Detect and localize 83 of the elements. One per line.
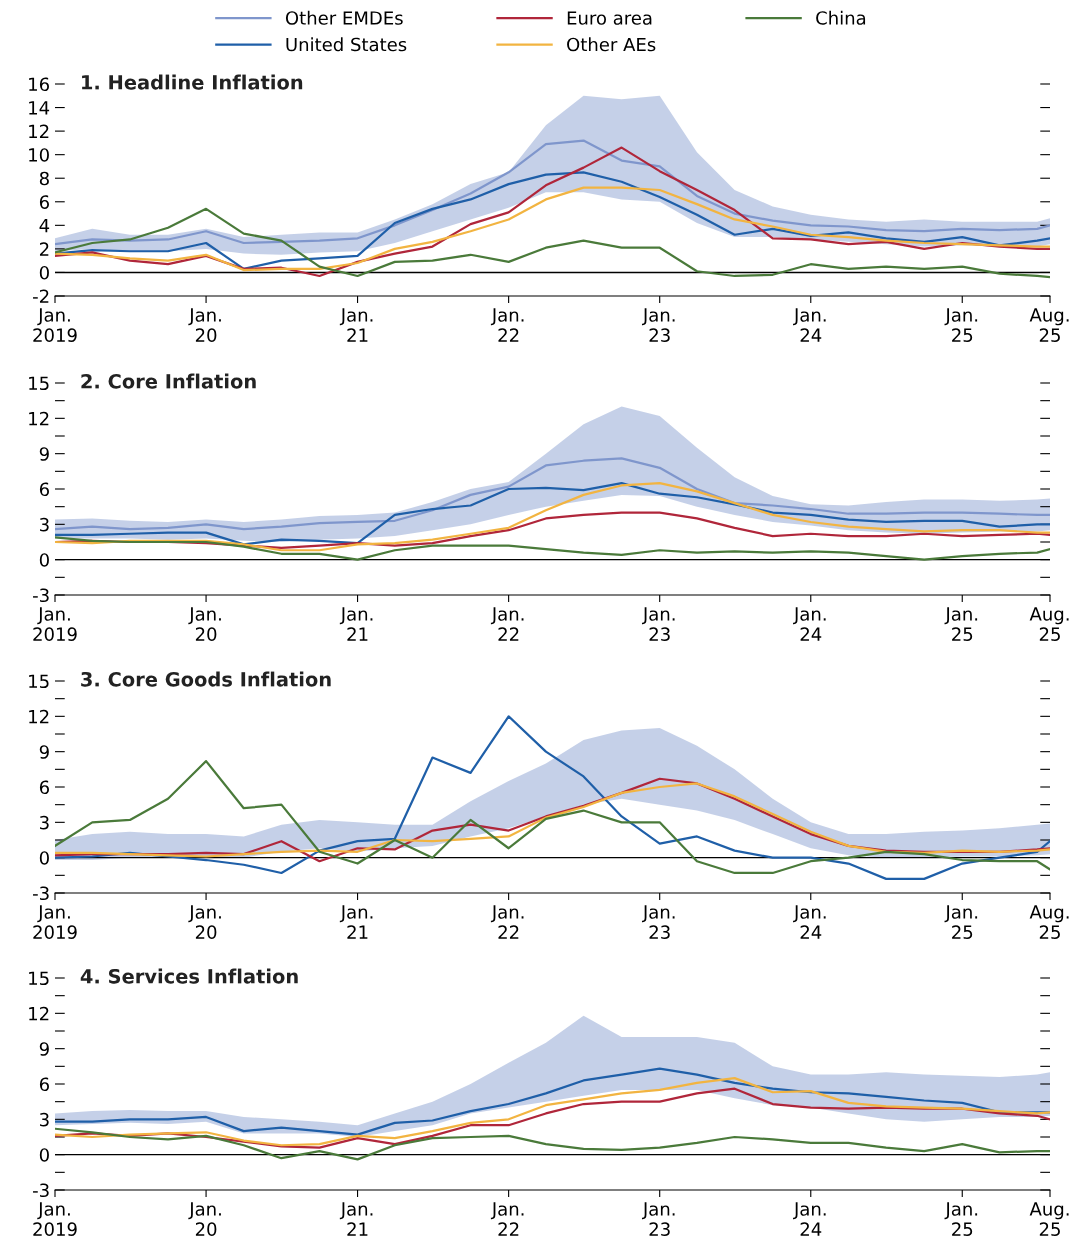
x-tick-label: Jan. 22 bbox=[490, 308, 524, 342]
y-tick-label: 0 bbox=[39, 851, 49, 865]
x-tick-label: Jan. 21 bbox=[339, 905, 373, 939]
x-tick-label: Jan. 24 bbox=[793, 905, 826, 939]
x-tick-label: Jan. 2019 bbox=[33, 607, 77, 641]
y-tick-label: 12 bbox=[29, 411, 49, 426]
line-series bbox=[55, 207, 1050, 279]
y-tick-label: 10 bbox=[29, 148, 49, 162]
chart-title: 3. Core Goods Inflation bbox=[81, 671, 331, 687]
y-tick-label: 9 bbox=[39, 447, 49, 461]
x-tick-label: Jan. 23 bbox=[641, 308, 675, 342]
x-tick-label: Jan. 20 bbox=[188, 308, 221, 342]
y-tick-label: 14 bbox=[29, 101, 50, 115]
x-tick-label: Jan. 20 bbox=[188, 607, 221, 641]
x-tick-label: Jan. 25 bbox=[944, 607, 978, 641]
x-tick-label: Jan. 24 bbox=[793, 607, 826, 641]
y-tick-label: 3 bbox=[40, 1112, 49, 1127]
x-tick-label: Aug. 25 bbox=[1029, 308, 1069, 342]
y-tick-label: -2 bbox=[33, 289, 49, 303]
line-series bbox=[55, 139, 1050, 246]
y-tick-label: 12 bbox=[29, 1006, 49, 1021]
y-tick-label: 0 bbox=[39, 265, 49, 280]
x-tick-label: Aug. 25 bbox=[1029, 905, 1069, 939]
x-tick-label: Jan. 21 bbox=[339, 1202, 373, 1236]
chart-title: 1. Headline Inflation bbox=[82, 74, 303, 90]
x-tick-label: Jan. 2019 bbox=[33, 905, 77, 939]
legend-label: Other EMDEs bbox=[285, 10, 403, 25]
y-tick-label: 0 bbox=[39, 1148, 49, 1162]
y-tick-label: 16 bbox=[29, 77, 49, 92]
x-tick-label: Jan. 21 bbox=[339, 607, 373, 641]
x-tick-label: Aug. 25 bbox=[1029, 607, 1069, 641]
y-tick-label: 9 bbox=[39, 745, 49, 759]
x-tick-label: Jan. 23 bbox=[641, 607, 675, 641]
chart-title: 2. Core Inflation bbox=[81, 373, 256, 389]
line-series bbox=[55, 1087, 1050, 1149]
legend-label: Other AEs bbox=[567, 37, 656, 52]
line-series bbox=[55, 1127, 1050, 1161]
line-series bbox=[55, 186, 1050, 272]
y-tick-label: 3 bbox=[40, 517, 49, 532]
x-tick-label: Jan. 21 bbox=[339, 308, 373, 342]
legend-label: China bbox=[816, 10, 866, 25]
line-series bbox=[55, 457, 1050, 531]
y-tick-label: -3 bbox=[33, 588, 49, 603]
y-tick-label: 6 bbox=[39, 195, 49, 209]
y-tick-label: 9 bbox=[39, 1042, 49, 1056]
line-series bbox=[55, 715, 1050, 880]
y-tick-label: 3 bbox=[40, 815, 49, 830]
y-tick-label: 15 bbox=[29, 674, 49, 689]
y-tick-label: 12 bbox=[29, 709, 49, 724]
x-tick-label: Jan. 22 bbox=[490, 905, 524, 939]
x-tick-label: Jan. 24 bbox=[793, 308, 826, 342]
y-tick-label: 6 bbox=[39, 482, 49, 497]
x-tick-label: Aug. 25 bbox=[1029, 1202, 1069, 1236]
y-tick-label: 8 bbox=[39, 171, 49, 186]
x-tick-label: Jan. 25 bbox=[944, 1202, 978, 1236]
x-tick-label: Jan. 25 bbox=[944, 905, 978, 939]
y-tick-label: -3 bbox=[33, 1183, 49, 1198]
legend-label: Euro area bbox=[567, 11, 652, 25]
line-series bbox=[55, 759, 1050, 875]
y-tick-label: 12 bbox=[29, 124, 49, 138]
y-tick-label: 15 bbox=[29, 376, 49, 391]
x-tick-label: Jan. 23 bbox=[641, 905, 675, 939]
line-series bbox=[55, 146, 1050, 278]
x-tick-label: Jan. 22 bbox=[490, 607, 524, 641]
x-tick-label: Jan. 20 bbox=[188, 905, 221, 939]
y-tick-label: 15 bbox=[29, 971, 49, 986]
x-tick-label: Jan. 22 bbox=[490, 1202, 524, 1236]
x-tick-label: Jan. 25 bbox=[944, 308, 978, 342]
y-tick-label: 4 bbox=[39, 219, 50, 233]
line-series bbox=[55, 536, 1050, 561]
y-tick-label: 0 bbox=[39, 553, 49, 567]
x-tick-label: Jan. 2019 bbox=[33, 1202, 77, 1236]
x-tick-label: Jan. 23 bbox=[641, 1202, 675, 1236]
y-tick-label: -3 bbox=[33, 886, 49, 901]
x-tick-label: Jan. 24 bbox=[793, 1202, 826, 1236]
y-tick-label: 6 bbox=[39, 1077, 49, 1092]
chart-title: 4. Services Inflation bbox=[80, 968, 298, 984]
y-tick-label: 2 bbox=[39, 242, 49, 256]
line-series bbox=[55, 1077, 1050, 1147]
x-tick-label: Jan. 2019 bbox=[33, 308, 77, 342]
legend-label: United States bbox=[286, 37, 407, 52]
y-tick-label: 6 bbox=[39, 780, 49, 795]
x-tick-label: Jan. 20 bbox=[188, 1202, 221, 1236]
